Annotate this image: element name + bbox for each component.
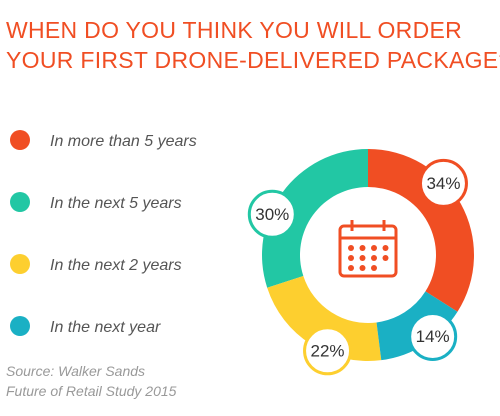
value-label-badge: [303, 326, 353, 376]
legend-swatch: [10, 316, 30, 336]
value-label-badge: [408, 311, 458, 361]
value-label-badge: [247, 189, 297, 239]
legend-label: In more than 5 years: [50, 133, 197, 150]
calendar-dot: [371, 255, 377, 261]
donut-slice: [267, 276, 382, 361]
calendar-dot: [382, 245, 389, 251]
calendar-dot: [348, 265, 354, 271]
chart-title: YOUR FIRST DRONE-DELIVERED PACKAGE?: [6, 47, 500, 73]
donut-slice: [261, 149, 368, 288]
chart-title: WHEN DO YOU THINK YOU WILL ORDER: [6, 17, 462, 43]
calendar-dot: [359, 265, 366, 271]
source: Source: Walker Sands: [6, 363, 145, 379]
calendar-dot: [371, 265, 377, 271]
legend-label: In the next 2 years: [50, 257, 182, 274]
calendar-icon: [338, 220, 398, 278]
value-label: 30%: [255, 205, 289, 224]
legend-swatch: [10, 254, 30, 274]
legend-swatch: [10, 130, 30, 150]
value-label: 14%: [416, 327, 450, 346]
legend-swatch: [10, 192, 30, 212]
calendar-dot: [348, 255, 354, 261]
value-label-badge: [418, 158, 468, 208]
calendar-dot: [359, 245, 366, 251]
calendar-dot: [382, 255, 389, 261]
value-label: 34%: [426, 174, 460, 193]
calendar-dot: [348, 245, 354, 251]
legend-label: In the next 5 years: [50, 195, 182, 212]
source: Future of Retail Study 2015: [6, 383, 177, 399]
calendar-dot: [371, 245, 377, 251]
value-label: 22%: [311, 341, 345, 360]
legend-label: In the next year: [50, 319, 161, 336]
calendar-dot: [359, 255, 366, 261]
